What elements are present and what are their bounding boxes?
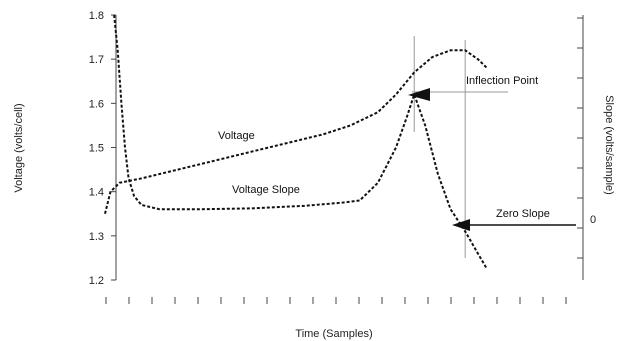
right-axis-title: Slope (volts/sample) (603, 95, 615, 195)
series-voltage-slope-line (113, 14, 488, 270)
voltage-annotation: Voltage (218, 130, 255, 142)
zero-slope-annotation: Zero Slope (496, 208, 550, 220)
y-tick-label: 1.8 (89, 10, 104, 22)
inflection-arrowhead (408, 88, 430, 101)
y-axis-title: Voltage (volts/cell) (13, 103, 25, 192)
x-axis-title: Time (Samples) (295, 328, 372, 340)
y-axis-tick-labels: 1.2 1.3 1.4 1.5 1.6 1.7 1.8 (89, 10, 104, 287)
y-tick-label: 1.7 (89, 54, 104, 66)
y-tick-label: 1.3 (89, 231, 104, 243)
y-tick-label: 1.2 (89, 275, 104, 287)
svg-text:Voltage (volts/cell): Voltage (volts/cell) (13, 103, 25, 192)
zero-slope-arrowhead (452, 219, 470, 231)
svg-text:Slope (volts/sample): Slope (volts/sample) (603, 95, 615, 195)
inflection-annotation: Inflection Point (466, 75, 538, 87)
right-axis-ticks (577, 17, 583, 259)
x-axis-ticks (105, 297, 567, 304)
y-tick-label: 1.6 (89, 98, 104, 110)
y-tick-label: 1.4 (89, 187, 104, 199)
voltage-slope-annotation: Voltage Slope (232, 184, 300, 196)
right-axis-tick-label: 0 (590, 214, 596, 226)
y-axis-ticks (111, 14, 116, 281)
y-tick-label: 1.5 (89, 143, 104, 155)
